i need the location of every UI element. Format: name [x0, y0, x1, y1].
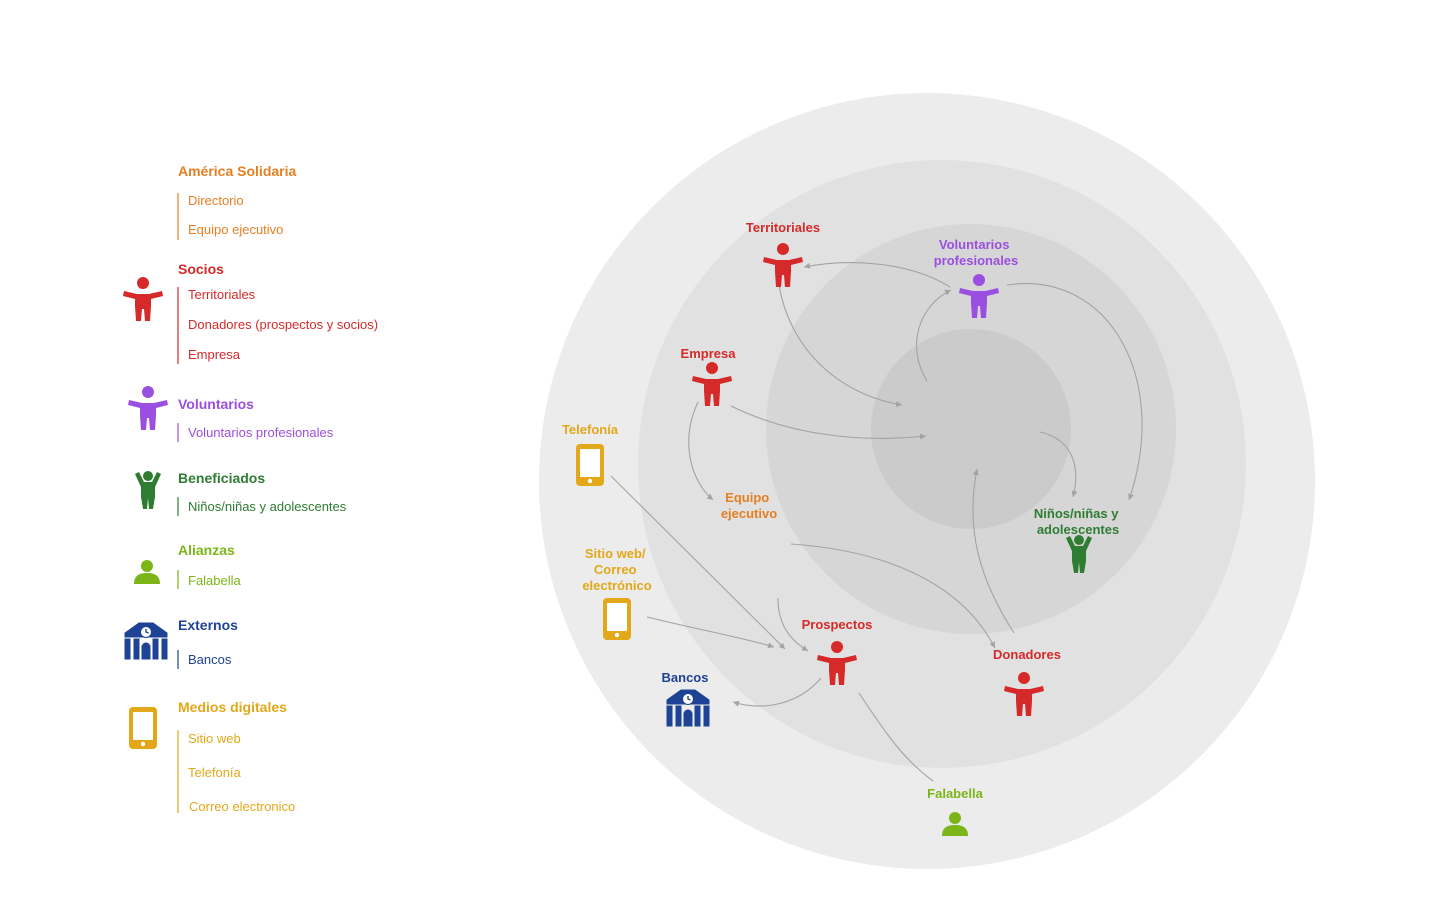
node-label-sitio-line1: Sitio web/: [585, 546, 646, 561]
node-label-donadores: Donadores: [993, 647, 1061, 662]
legend-item-bancos: Bancos: [188, 652, 232, 667]
arrow-core-to-voluntarios: [916, 289, 952, 382]
legend: América Solidaria Directorio Equipo ejec…: [123, 163, 378, 814]
svg-text:Sitio web/ Correo: Sitio web/ Correo electrónico: [582, 546, 651, 593]
ring-core: [871, 329, 1071, 529]
legend-title-externos: Externos: [178, 617, 238, 633]
legend-title-america-solidaria: América Solidaria: [178, 163, 296, 179]
arrow-voluntarios-to-territoriales: [803, 262, 951, 288]
arrow-donadores-to-core: [972, 468, 1015, 634]
legend-group-beneficiados: Beneficiados Niños/niñas y adolescentes: [135, 470, 347, 516]
node-bancos: Bancos: [662, 670, 710, 727]
bank-icon: [124, 622, 168, 660]
arrow-core-to-ninos: [1039, 431, 1078, 498]
node-label-ninos-line1: Niños/niñas y: [1034, 506, 1119, 521]
legend-title-alianzas: Alianzas: [178, 542, 235, 558]
node-label-empresa: Empresa: [681, 346, 737, 361]
legend-group-medios-digitales: Medios digitales Sitio web Telefonía Cor…: [129, 699, 295, 814]
person-icon: [128, 386, 168, 430]
arrow-prospectos-to-falabella: [858, 692, 934, 782]
child-icon: [135, 471, 161, 509]
node-label-telefonia: Telefonía: [562, 422, 619, 437]
node-label-equipo-line2: ejecutivo: [721, 506, 777, 521]
node-label-bancos: Bancos: [662, 670, 709, 685]
arrow-telefonia-to-prospectos: [610, 475, 786, 650]
person-icon: [123, 277, 163, 321]
node-label-equipo-line1: Equipo: [725, 490, 769, 505]
legend-item-directorio: Directorio: [188, 193, 244, 208]
legend-item-telefonia: Telefonía: [188, 765, 242, 780]
node-label-sitio-line3: electrónico: [582, 578, 651, 593]
arrow-equipo-to-donadores: [790, 543, 996, 649]
legend-group-voluntarios: Voluntarios Voluntarios profesionales: [128, 386, 334, 442]
legend-item-sitio-web: Sitio web: [188, 731, 241, 746]
legend-title-voluntarios: Voluntarios: [178, 396, 254, 412]
arrow-empresa-to-equipo: [688, 401, 714, 501]
legend-item-correo: Correo electronico: [189, 799, 295, 814]
arrow-prospectos-to-bancos: [732, 677, 822, 707]
node-voluntarios-profesionales: Voluntarios profesionales: [934, 237, 1019, 318]
svg-text:Niños/niñas y adolescent: Niños/niñas y adolescentes: [1034, 506, 1122, 537]
node-donadores: Donadores: [993, 647, 1061, 716]
node-empresa: Empresa: [681, 346, 737, 406]
arrow-equipo-to-prospectos: [777, 597, 809, 652]
node-label-voluntarios-line2: profesionales: [934, 253, 1019, 268]
svg-text:Voluntarios profesionale: Voluntarios profesionales: [934, 237, 1019, 268]
legend-item-donadores: Donadores (prospectos y socios): [188, 317, 378, 332]
node-label-voluntarios-line1: Voluntarios: [939, 237, 1010, 252]
node-label-ninos-line2: adolescentes: [1037, 522, 1119, 537]
node-label-territoriales: Territoriales: [746, 220, 820, 235]
legend-item-voluntarios-profesionales: Voluntarios profesionales: [188, 425, 334, 440]
legend-item-ninos: Niños/niñas y adolescentes: [188, 499, 347, 514]
legend-title-socios: Socios: [178, 261, 224, 277]
legend-item-equipo-ejecutivo: Equipo ejecutivo: [188, 222, 283, 237]
user-bust-icon: [134, 560, 160, 584]
legend-item-empresa: Empresa: [188, 347, 241, 362]
smartphone-icon: [129, 707, 157, 749]
node-falabella: Falabella: [927, 786, 984, 836]
arrow-voluntarios-to-ninos: [1006, 283, 1143, 501]
legend-group-america-solidaria: América Solidaria Directorio Equipo ejec…: [177, 163, 296, 240]
legend-group-socios: Socios Territoriales Donadores (prospect…: [123, 261, 378, 364]
arrow-territoriales-to-core: [778, 284, 903, 408]
node-label-falabella: Falabella: [927, 786, 983, 801]
node-label-prospectos: Prospectos: [802, 617, 873, 632]
arrow-empresa-to-core: [730, 405, 927, 440]
svg-text:Equipo ejecutivo: Equipo ejecutivo: [721, 490, 777, 521]
smartphone-icon: [603, 598, 631, 640]
legend-group-externos: Externos Bancos: [124, 617, 238, 669]
node-ninos: Niños/niñas y adolescentes: [1034, 506, 1122, 573]
legend-item-territoriales: Territoriales: [188, 287, 256, 302]
legend-title-medios-digitales: Medios digitales: [178, 699, 287, 715]
node-prospectos: Prospectos: [802, 617, 873, 685]
legend-title-beneficiados: Beneficiados: [178, 470, 265, 486]
legend-group-alianzas: Alianzas Falabella: [134, 542, 242, 589]
arrow-sitioweb-to-prospectos: [646, 616, 775, 649]
legend-item-falabella: Falabella: [188, 573, 242, 588]
smartphone-icon: [576, 444, 604, 486]
node-territoriales: Territoriales: [746, 220, 820, 287]
node-equipo-ejecutivo: Equipo ejecutivo: [721, 490, 777, 521]
node-label-sitio-line2: Correo: [594, 562, 637, 577]
node-sitio-web: Sitio web/ Correo electrónico: [582, 546, 652, 640]
node-telefonia: Telefonía: [562, 422, 619, 486]
